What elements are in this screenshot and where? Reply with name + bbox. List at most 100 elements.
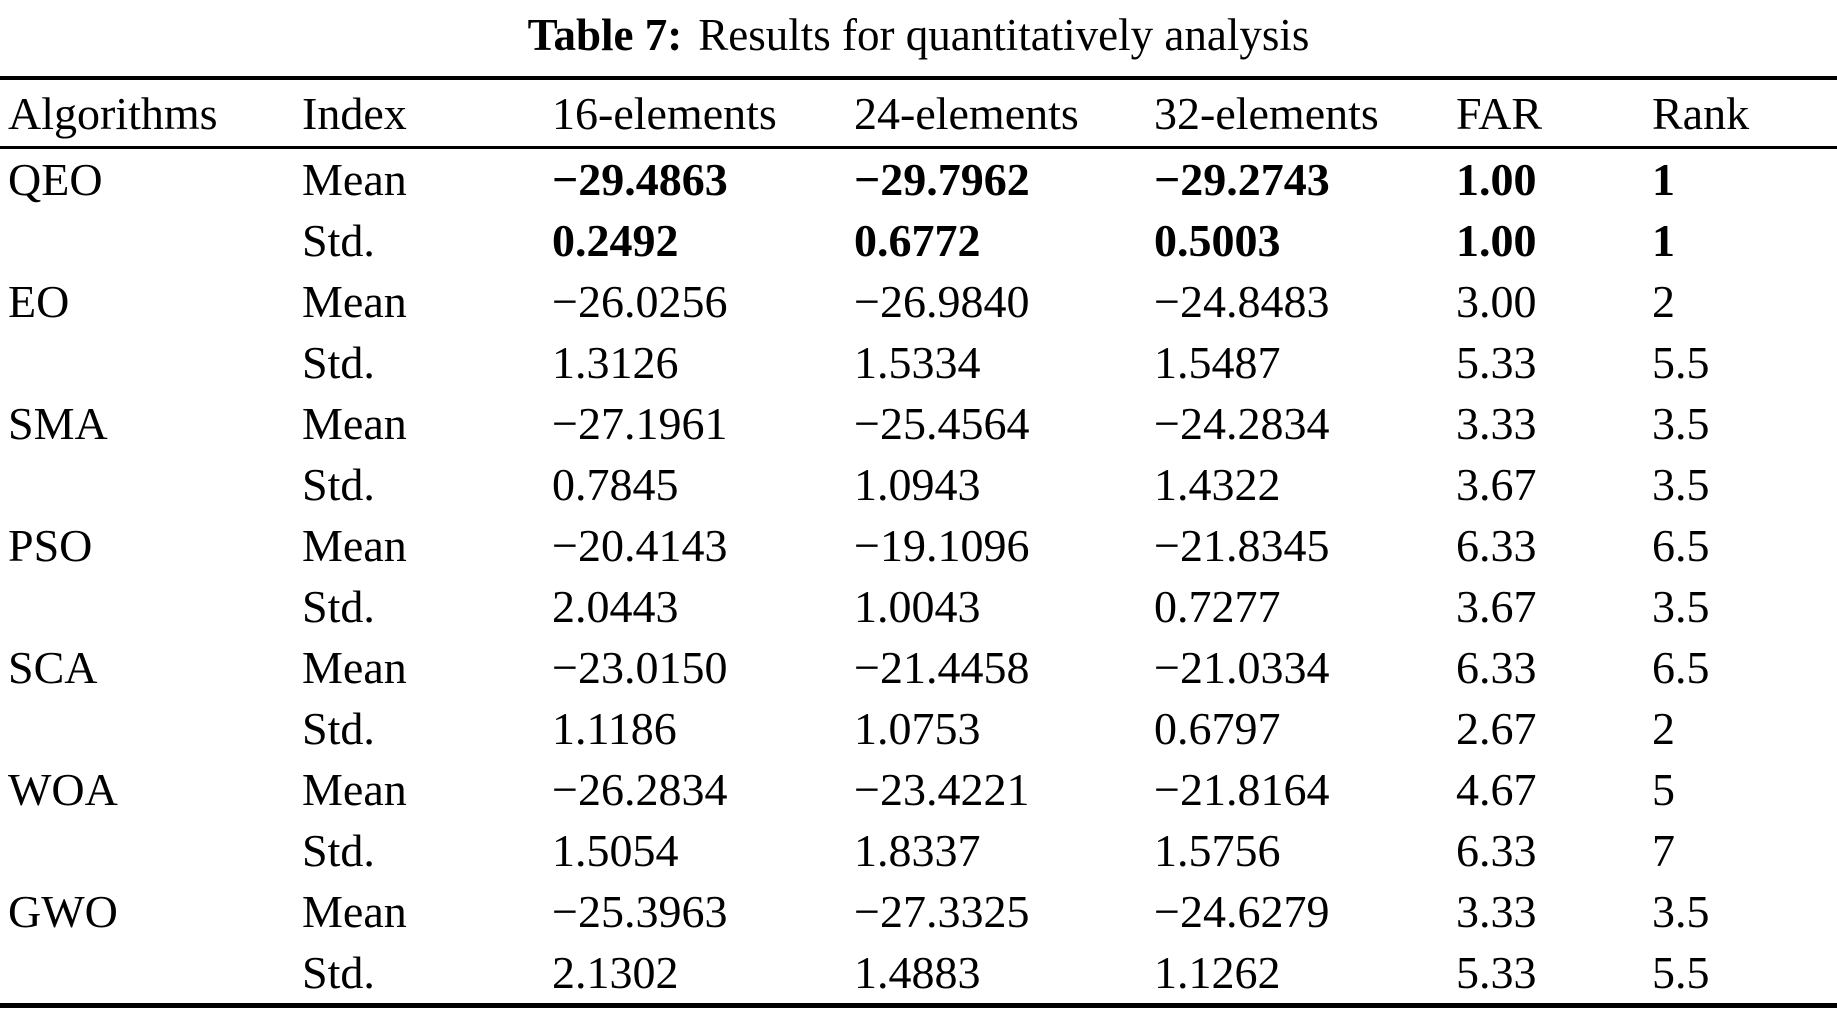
cell-24-elements: −25.4564: [854, 398, 1030, 449]
cell-algorithm: GWO: [8, 886, 118, 937]
cell-index: Std.: [302, 459, 375, 510]
cell-far: 3.67: [1456, 581, 1537, 632]
table-row: Std. 2.1302 1.4883 1.1262 5.33 5.5: [0, 942, 1837, 1006]
cell-far: 3.00: [1456, 276, 1537, 327]
cell-16-elements: −26.0256: [552, 276, 728, 327]
cell-rank: 3.5: [1652, 886, 1710, 937]
cell-16-elements: −27.1961: [552, 398, 728, 449]
cell-16-elements: −23.0150: [552, 642, 728, 693]
cell-24-elements: −29.7962: [854, 154, 1030, 205]
table-row: Std. 1.5054 1.8337 1.5756 6.33 7: [0, 820, 1837, 881]
cell-32-elements: −21.0334: [1154, 642, 1330, 693]
cell-index: Mean: [302, 276, 407, 327]
cell-rank: 3.5: [1652, 581, 1710, 632]
cell-far: 4.67: [1456, 764, 1537, 815]
cell-32-elements: 0.5003: [1154, 215, 1281, 266]
cell-index: Std.: [302, 947, 375, 998]
cell-algorithm: [0, 454, 302, 515]
cell-24-elements: 1.0943: [854, 459, 981, 510]
cell-16-elements: 1.5054: [552, 825, 679, 876]
header-row: Algorithms Index 16-elements 24-elements…: [0, 78, 1837, 149]
cell-algorithm: [0, 698, 302, 759]
cell-index: Std.: [302, 215, 375, 266]
col-header-index: Index: [302, 78, 552, 149]
table-row: PSO Mean −20.4143 −19.1096 −21.8345 6.33 6.5: [0, 515, 1837, 576]
table-row: Std. 0.7845 1.0943 1.4322 3.67 3.5: [0, 454, 1837, 515]
cell-algorithm: [0, 820, 302, 881]
cell-32-elements: 1.1262: [1154, 947, 1281, 998]
table-row: Std. 2.0443 1.0043 0.7277 3.67 3.5: [0, 576, 1837, 637]
cell-24-elements: −26.9840: [854, 276, 1030, 327]
table-row: QEO Mean −29.4863 −29.7962 −29.2743 1.00 1: [0, 148, 1837, 211]
cell-24-elements: −19.1096: [854, 520, 1030, 571]
cell-index: Mean: [302, 642, 407, 693]
cell-16-elements: −25.3963: [552, 886, 728, 937]
cell-rank: 3.5: [1652, 398, 1710, 449]
cell-32-elements: −21.8164: [1154, 764, 1330, 815]
table-caption-label: Table 7:: [527, 10, 683, 60]
cell-16-elements: −26.2834: [552, 764, 728, 815]
cell-16-elements: 0.7845: [552, 459, 679, 510]
cell-32-elements: 0.7277: [1154, 581, 1281, 632]
cell-16-elements: 2.0443: [552, 581, 679, 632]
table-row: EO Mean −26.0256 −26.9840 −24.8483 3.00 2: [0, 271, 1837, 332]
cell-16-elements: −29.4863: [552, 154, 728, 205]
table-row: Std. 1.1186 1.0753 0.6797 2.67 2: [0, 698, 1837, 759]
cell-index: Mean: [302, 886, 407, 937]
table-row: WOA Mean −26.2834 −23.4221 −21.8164 4.67 5: [0, 759, 1837, 820]
cell-far: 3.33: [1456, 886, 1537, 937]
col-header-rank: Rank: [1652, 78, 1837, 149]
cell-index: Mean: [302, 520, 407, 571]
cell-index: Std.: [302, 581, 375, 632]
cell-index: Mean: [302, 398, 407, 449]
cell-index: Std.: [302, 825, 375, 876]
cell-index: Mean: [302, 154, 407, 205]
table-row: GWO Mean −25.3963 −27.3325 −24.6279 3.33 3.5: [0, 881, 1837, 942]
cell-algorithm: [0, 210, 302, 271]
cell-far: 3.67: [1456, 459, 1537, 510]
col-header-24-elements: 24-elements: [854, 78, 1154, 149]
cell-rank: 2: [1652, 703, 1675, 754]
cell-32-elements: 1.4322: [1154, 459, 1281, 510]
cell-24-elements: −21.4458: [854, 642, 1030, 693]
cell-far: 5.33: [1456, 947, 1537, 998]
cell-rank: 6.5: [1652, 520, 1710, 571]
cell-index: Std.: [302, 703, 375, 754]
col-header-algorithms: Algorithms: [0, 78, 302, 149]
cell-24-elements: −27.3325: [854, 886, 1030, 937]
cell-rank: 5.5: [1652, 947, 1710, 998]
cell-index: Std.: [302, 337, 375, 388]
cell-far: 2.67: [1456, 703, 1537, 754]
results-table: Algorithms Index 16-elements 24-elements…: [0, 76, 1837, 1008]
cell-algorithm: [0, 576, 302, 637]
cell-16-elements: 1.3126: [552, 337, 679, 388]
cell-16-elements: 2.1302: [552, 947, 679, 998]
cell-rank: 7: [1652, 825, 1675, 876]
cell-far: 6.33: [1456, 825, 1537, 876]
cell-32-elements: −24.8483: [1154, 276, 1330, 327]
cell-far: 3.33: [1456, 398, 1537, 449]
cell-algorithm: SMA: [8, 398, 108, 449]
table-row: Std. 0.2492 0.6772 0.5003 1.00 1: [0, 210, 1837, 271]
col-header-16-elements: 16-elements: [552, 78, 854, 149]
cell-32-elements: 1.5756: [1154, 825, 1281, 876]
cell-rank: 1: [1652, 154, 1675, 205]
cell-far: 1.00: [1456, 154, 1537, 205]
cell-24-elements: 1.5334: [854, 337, 981, 388]
table-row: SCA Mean −23.0150 −21.4458 −21.0334 6.33 6.5: [0, 637, 1837, 698]
cell-24-elements: 1.0043: [854, 581, 981, 632]
cell-32-elements: 0.6797: [1154, 703, 1281, 754]
cell-far: 6.33: [1456, 642, 1537, 693]
table-row: Std. 1.3126 1.5334 1.5487 5.33 5.5: [0, 332, 1837, 393]
cell-algorithm: WOA: [8, 764, 118, 815]
cell-algorithm: EO: [8, 276, 70, 327]
cell-16-elements: 1.1186: [552, 703, 677, 754]
cell-rank: 6.5: [1652, 642, 1710, 693]
col-header-far: FAR: [1456, 78, 1652, 149]
cell-24-elements: −23.4221: [854, 764, 1030, 815]
cell-rank: 5.5: [1652, 337, 1710, 388]
cell-32-elements: 1.5487: [1154, 337, 1281, 388]
cell-rank: 1: [1652, 215, 1675, 266]
cell-algorithm: [0, 332, 302, 393]
table-row: SMA Mean −27.1961 −25.4564 −24.2834 3.33 3.5: [0, 393, 1837, 454]
